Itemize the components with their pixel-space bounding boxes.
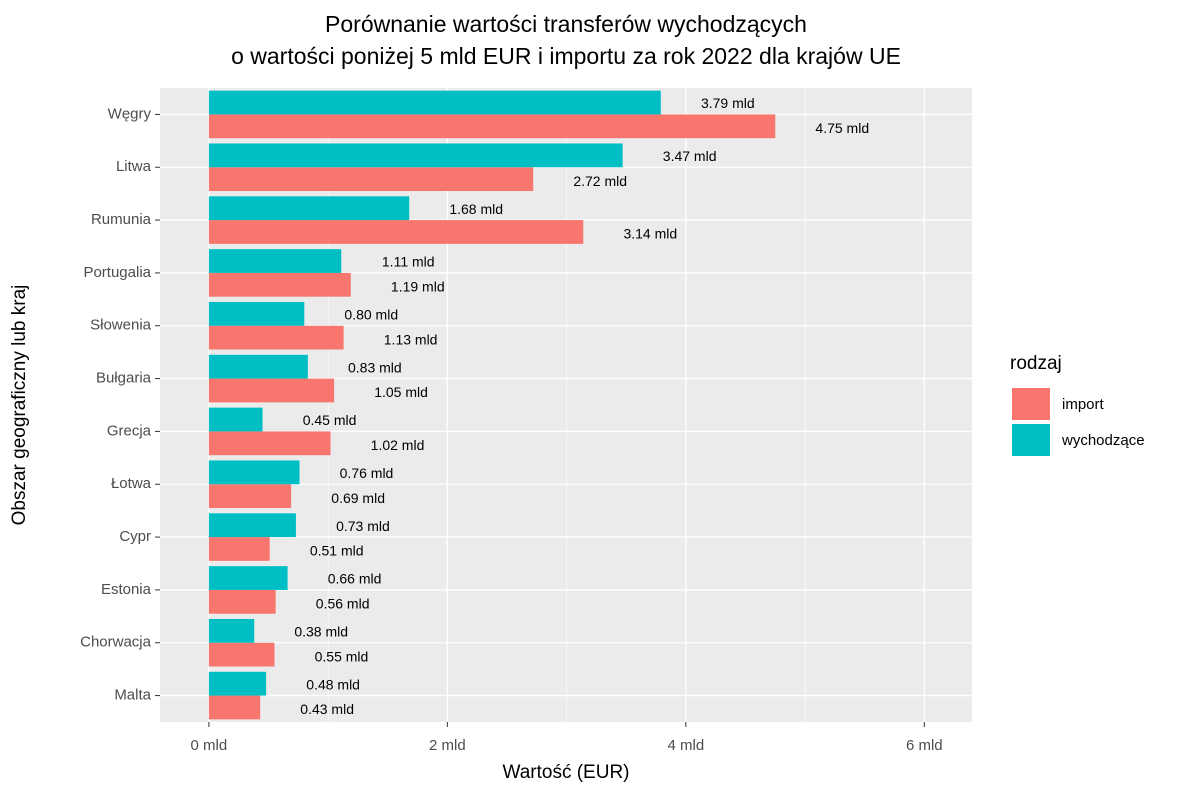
y-tick-label: Estonia [101, 581, 152, 598]
value-label: 2.72 mld [573, 173, 627, 189]
y-tick-label: Malta [114, 687, 151, 704]
bar [208, 143, 623, 168]
value-label: 0.76 mld [340, 465, 394, 481]
bar [208, 431, 331, 456]
value-label: 0.45 mld [303, 412, 357, 428]
value-label: 0.73 mld [336, 518, 390, 534]
value-label: 0.56 mld [316, 596, 370, 612]
bar [208, 196, 410, 221]
bar [208, 90, 661, 115]
value-label: 0.51 mld [310, 543, 364, 559]
value-label: 1.11 mld [382, 254, 435, 270]
value-label: 0.38 mld [294, 624, 348, 640]
y-tick-label: Grecja [107, 422, 152, 439]
value-label: 3.47 mld [663, 148, 717, 164]
chart-title: o wartości poniżej 5 mld EUR i importu z… [231, 43, 901, 69]
value-label: 0.80 mld [344, 307, 398, 323]
y-tick-label: Litwa [116, 158, 152, 175]
bar [208, 537, 270, 561]
bar [208, 618, 255, 643]
x-tick-label: 2 mld [429, 737, 466, 754]
value-label: 3.79 mld [701, 95, 755, 111]
bar [208, 460, 300, 485]
y-tick-label: Cypr [119, 528, 151, 545]
value-label: 1.13 mld [384, 331, 438, 347]
bar [208, 325, 344, 350]
bar [208, 354, 308, 379]
bar [208, 642, 275, 667]
bar [208, 484, 292, 509]
bar [208, 249, 342, 273]
value-label: 0.66 mld [328, 571, 382, 587]
y-tick-label: Rumunia [91, 211, 152, 228]
y-tick-label: Słowenia [90, 317, 152, 334]
y-tick-label: Portugalia [83, 264, 151, 281]
plot-panel [160, 88, 972, 722]
y-tick-label: Węgry [108, 105, 152, 122]
bar [208, 301, 305, 326]
legend-title: rodzaj [1010, 353, 1062, 374]
bar [208, 378, 335, 403]
value-label: 1.68 mld [449, 201, 503, 217]
bar [208, 272, 351, 297]
value-label: 0.69 mld [331, 490, 385, 506]
value-label: 1.19 mld [391, 279, 445, 295]
y-tick-label: Łotwa [111, 475, 152, 492]
bar [208, 114, 776, 139]
x-axis-label: Wartość (EUR) [502, 762, 629, 783]
x-tick-label: 0 mld [191, 737, 228, 754]
bar [208, 695, 261, 720]
bar [208, 220, 584, 244]
value-label: 0.55 mld [315, 648, 369, 664]
value-label: 0.43 mld [300, 701, 354, 717]
legend-key [1012, 424, 1050, 456]
bar [208, 167, 534, 192]
value-label: 1.05 mld [374, 384, 428, 400]
y-tick-label: Bułgaria [96, 370, 152, 387]
value-label: 0.48 mld [306, 676, 360, 692]
bar [208, 589, 276, 614]
value-label: 3.14 mld [623, 226, 677, 242]
legend-key [1012, 388, 1050, 420]
bar [208, 566, 288, 590]
bar [208, 407, 263, 432]
bar [208, 671, 267, 696]
legend-label: import [1062, 396, 1105, 413]
x-tick-label: 4 mld [667, 737, 704, 754]
y-axis-label: Obszar geograficzny lub kraj [9, 285, 30, 526]
legend-label: wychodzące [1061, 432, 1145, 449]
chart-title: Porównanie wartości transferów wychodząc… [325, 11, 807, 37]
value-label: 1.02 mld [371, 437, 425, 453]
x-tick-label: 6 mld [906, 737, 943, 754]
bar [208, 513, 296, 538]
value-label: 4.75 mld [815, 120, 869, 136]
value-label: 0.83 mld [348, 359, 402, 375]
y-tick-label: Chorwacja [80, 634, 152, 651]
